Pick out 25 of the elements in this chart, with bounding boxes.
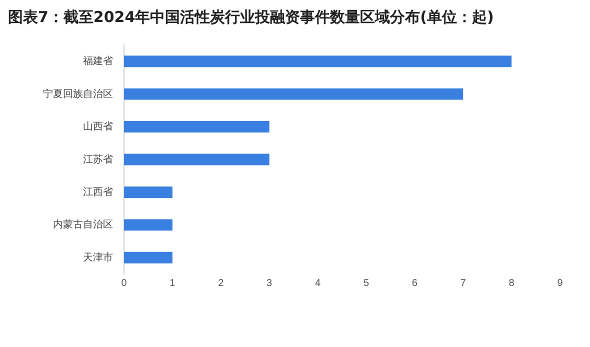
y-tick-label: 江苏省: [83, 153, 113, 166]
chart-title: 图表7：截至2024年中国活性炭行业投融资事件数量区域分布(单位：起): [8, 8, 494, 27]
bar: [124, 88, 464, 100]
y-tick-label: 江西省: [83, 186, 113, 198]
x-tick-label: 6: [412, 278, 418, 289]
y-tick-label: 福建省: [83, 55, 113, 68]
y-tick-label: 山西省: [83, 120, 113, 133]
x-tick-label: 8: [508, 278, 515, 289]
bar: [124, 121, 270, 133]
x-tick-label: 5: [363, 278, 370, 289]
x-tick-label: 1: [170, 278, 176, 289]
x-tick-label: 7: [460, 278, 466, 289]
bar: [124, 186, 172, 198]
x-tick-label: 0: [121, 278, 128, 289]
y-tick-label: 天津市: [83, 251, 113, 264]
y-tick-label: 宁夏回族自治区: [43, 88, 113, 100]
x-tick-label: 4: [314, 278, 321, 289]
y-tick-label: 内蒙古自治区: [53, 218, 113, 231]
bar: [124, 219, 172, 231]
bar: [124, 154, 270, 166]
x-tick-label: 3: [266, 278, 273, 289]
x-tick-label: 2: [218, 278, 224, 289]
bar: [124, 56, 512, 68]
bar: [124, 252, 172, 264]
x-tick-label: 9: [557, 278, 564, 289]
